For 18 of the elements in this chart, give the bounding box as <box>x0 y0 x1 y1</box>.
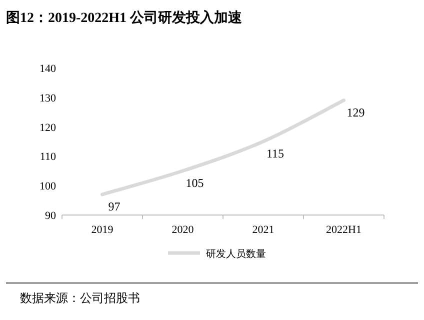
legend-label: 研发人员数量 <box>206 249 266 260</box>
y-tick-label: 90 <box>45 210 56 222</box>
data-label: 97 <box>108 199 120 214</box>
y-tick-label: 110 <box>40 151 56 164</box>
y-tick-label: 130 <box>40 92 56 104</box>
x-tick-label: 2019 <box>91 224 114 236</box>
line-series <box>100 98 346 196</box>
y-tick-label: 100 <box>40 180 56 193</box>
x-tick-label: 2022H1 <box>326 224 362 236</box>
x-tick-label: 2021 <box>252 224 274 236</box>
y-tick-label: 120 <box>40 122 56 134</box>
data-label: 129 <box>346 105 365 120</box>
data-label: 115 <box>266 146 284 160</box>
x-tick-label: 2020 <box>172 224 194 236</box>
source-note: 数据来源：公司招股书 <box>20 291 140 305</box>
chart-title: 图12：2019-2022H1 公司研发投入加速 <box>6 10 244 26</box>
data-label: 105 <box>186 176 204 190</box>
y-tick-label: 140 <box>40 63 56 75</box>
